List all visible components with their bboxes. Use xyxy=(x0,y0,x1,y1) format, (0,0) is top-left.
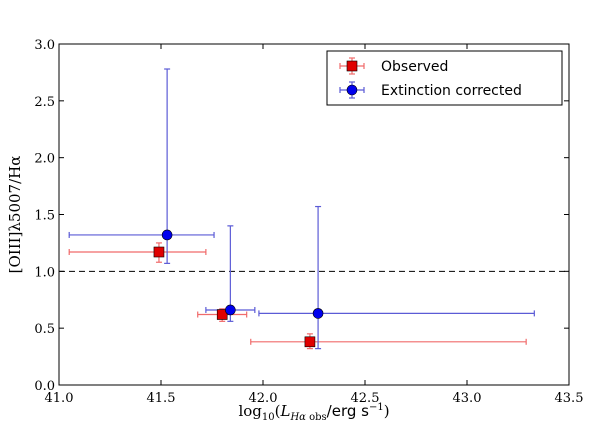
observed-point xyxy=(216,309,228,320)
x-tick-label: 42.0 xyxy=(249,391,278,406)
observed-point xyxy=(153,246,165,258)
x-tick-label: 41.0 xyxy=(45,391,74,406)
x-axis-label: log10(LHα obs/erg s−1) xyxy=(238,402,389,423)
legend: Observed Extinction corrected xyxy=(326,50,563,106)
y-tick-label: 0.0 xyxy=(34,379,55,394)
y-tick-label: 0.5 xyxy=(34,322,55,337)
x-tick-label: 43.5 xyxy=(555,391,584,406)
tick-layer: 41.0 41.5 42.0 42.5 43.0 43.5 0.0 0.5 1.0 1.5 2.0 2… xyxy=(34,38,583,406)
y-axis-label: [OIII]λ5007/Hα xyxy=(6,156,24,274)
y-tick-label: 2.5 xyxy=(34,95,55,110)
y-tick-label: 1.0 xyxy=(34,265,55,280)
y-tick-label: 3.0 xyxy=(34,38,55,53)
error-bar-layer xyxy=(68,68,535,350)
extinction-corrected-point xyxy=(225,304,236,316)
observed-point xyxy=(304,336,316,348)
x-tick-label: 42.5 xyxy=(351,391,380,406)
y-tick-label: 1.5 xyxy=(34,209,55,224)
legend-label: Observed xyxy=(381,59,448,75)
extinction-corrected-point xyxy=(161,229,173,241)
y-tick-label: 2.0 xyxy=(34,152,55,167)
extinction-corrected-point xyxy=(312,308,324,319)
legend-observed-marker xyxy=(346,60,358,72)
x-tick-label: 41.5 xyxy=(147,391,176,406)
legend-extinction-corrected-marker xyxy=(346,84,358,96)
legend-box xyxy=(326,50,563,106)
legend-label: Extinction corrected xyxy=(381,83,522,99)
marker-layer xyxy=(153,229,324,348)
x-tick-label: 43.0 xyxy=(453,391,482,406)
